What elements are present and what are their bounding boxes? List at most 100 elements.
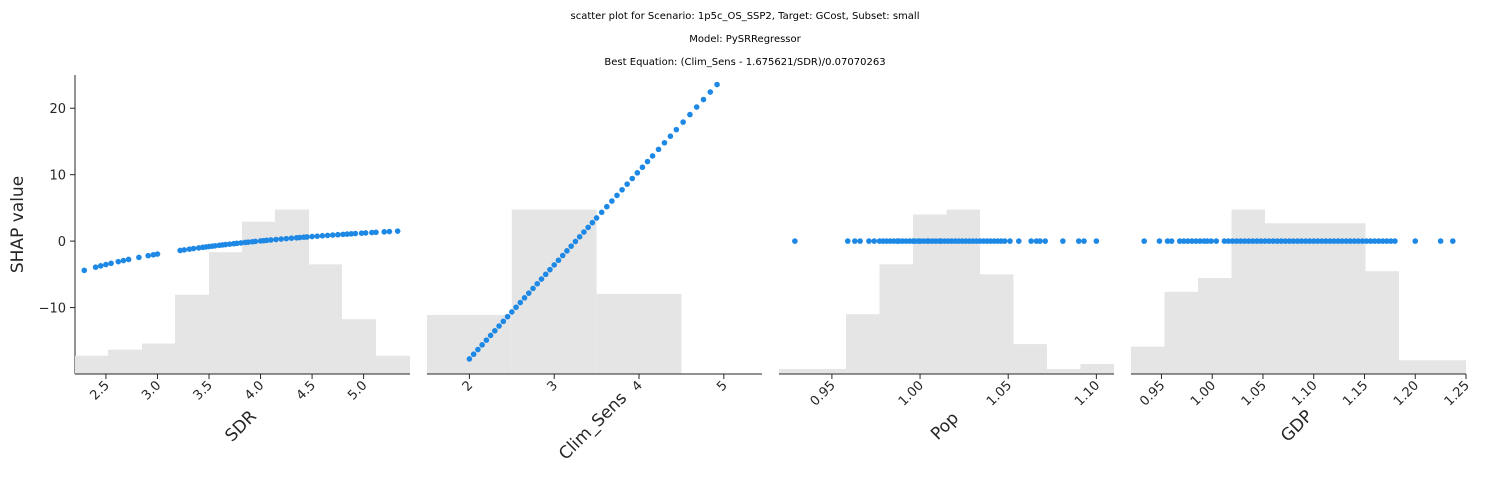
- data-point: [1221, 238, 1228, 244]
- data-point: [177, 247, 183, 254]
- data-point: [245, 239, 251, 245]
- data-point: [644, 158, 651, 165]
- data-point: [1262, 238, 1268, 244]
- hist-bar: [1080, 364, 1114, 374]
- hist-bar: [1198, 278, 1232, 374]
- data-point: [1355, 238, 1362, 244]
- x-tick-label: 3.0: [139, 378, 164, 403]
- data-point: [487, 332, 494, 339]
- data-point: [629, 175, 636, 182]
- data-point: [479, 342, 485, 348]
- y-axis: 20 10 0 −10 SHAP value: [8, 75, 76, 374]
- data-point: [603, 203, 610, 210]
- data-point: [1197, 238, 1203, 244]
- data-point: [150, 251, 157, 258]
- data-point: [1258, 238, 1264, 244]
- data-point: [1245, 238, 1252, 244]
- data-point: [1229, 238, 1236, 244]
- data-point: [649, 153, 656, 159]
- data-point: [1060, 238, 1066, 244]
- data-point: [226, 241, 233, 247]
- data-point: [700, 96, 707, 103]
- data-point: [1323, 238, 1329, 244]
- data-point: [288, 235, 295, 241]
- data-point: [714, 81, 720, 88]
- x-tick-label: 1.05: [1239, 378, 1270, 409]
- data-point: [1437, 238, 1444, 244]
- histogram: [779, 209, 1114, 374]
- data-point: [1237, 238, 1244, 244]
- hist-bar: [75, 355, 108, 374]
- x-tick-label: 0.95: [1137, 378, 1168, 409]
- data-point: [1367, 238, 1374, 244]
- data-point: [673, 126, 680, 133]
- hist-bar: [1332, 223, 1366, 374]
- data-point: [324, 232, 331, 239]
- hist-bar: [341, 319, 376, 374]
- data-point: [1266, 238, 1272, 244]
- data-point: [614, 192, 620, 199]
- data-point: [1081, 238, 1087, 244]
- hist-bar: [142, 343, 175, 374]
- x-axis-label: Clim_Sens: [555, 388, 631, 464]
- data-point: [1001, 238, 1008, 244]
- x-tick-label: 4.0: [242, 378, 267, 403]
- data-point: [296, 234, 303, 241]
- data-point: [263, 237, 270, 244]
- data-point: [1286, 238, 1293, 244]
- data-point: [386, 228, 393, 235]
- data-point: [496, 323, 502, 329]
- hist-bar: [1265, 223, 1299, 374]
- data-point: [1331, 238, 1337, 244]
- data-point: [525, 290, 532, 296]
- x-tick-label: 3: [545, 378, 561, 394]
- data-point: [1213, 238, 1220, 244]
- data-point: [1075, 238, 1082, 244]
- hist-bar: [511, 209, 597, 374]
- hist-bar: [779, 369, 813, 374]
- data-point: [1204, 238, 1210, 244]
- hist-bar: [375, 355, 410, 374]
- data-point: [589, 219, 596, 226]
- data-point: [1306, 238, 1313, 244]
- scatter-points: [81, 228, 401, 274]
- data-point: [115, 258, 122, 265]
- data-point: [542, 271, 549, 278]
- data-point: [1347, 238, 1354, 244]
- data-point: [1294, 238, 1301, 244]
- data-point: [667, 133, 674, 140]
- data-point: [687, 111, 693, 118]
- data-point: [1028, 238, 1034, 244]
- x-axis-label: Pop: [927, 408, 963, 444]
- data-point: [92, 264, 99, 270]
- data-point: [509, 309, 515, 315]
- data-point: [348, 231, 355, 237]
- hist-bar: [209, 252, 242, 374]
- data-point: [314, 233, 321, 239]
- x-axis-label: GDP: [1277, 406, 1317, 446]
- hist-bar: [596, 293, 682, 374]
- data-point: [500, 318, 507, 325]
- x-tick-label: 1.25: [1442, 378, 1473, 409]
- data-point: [108, 260, 114, 267]
- data-point: [1208, 238, 1214, 244]
- data-point: [581, 229, 587, 235]
- data-point: [1379, 238, 1386, 244]
- data-point: [278, 236, 284, 242]
- panel-clim-sens: 2 3 4 5 Clim_Sens: [427, 81, 762, 464]
- data-point: [866, 238, 872, 244]
- data-point: [1278, 238, 1285, 244]
- data-point: [283, 235, 290, 242]
- data-point: [1241, 238, 1248, 244]
- data-point: [81, 267, 88, 274]
- data-point: [304, 234, 310, 240]
- x-tick-label: 1.05: [984, 378, 1015, 409]
- data-point: [344, 231, 350, 237]
- data-point: [844, 238, 851, 244]
- data-point: [1233, 238, 1240, 244]
- data-point: [1343, 238, 1350, 244]
- hist-bar: [812, 369, 846, 374]
- figure-title: scatter plot for Scenario: 1p5c_OS_SSP2,…: [571, 11, 920, 68]
- panel-sdr: 2.5 3.0 3.5 4.0 4.5 5.0 SDR: [75, 209, 410, 446]
